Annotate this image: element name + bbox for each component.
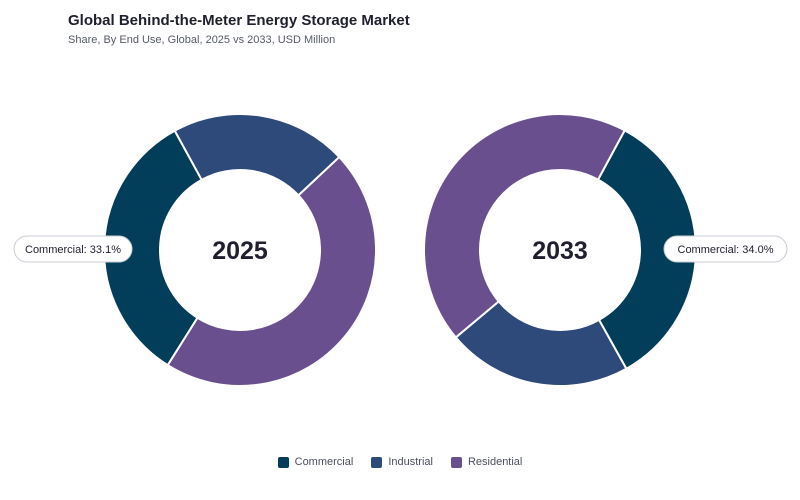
legend-item-industrial[interactable]: Industrial (371, 456, 433, 468)
legend-swatch-residential (450, 456, 462, 468)
slice-residential[interactable] (423, 113, 627, 339)
legend-item-commercial[interactable]: Commercial (277, 456, 354, 468)
legend-item-residential[interactable]: Residential (450, 456, 523, 468)
chart-title: Global Behind-the-Meter Energy Storage M… (68, 12, 410, 29)
callout-label: Commercial: 33.1% (25, 244, 121, 256)
legend-swatch-commercial (277, 456, 289, 468)
legend: Commercial Industrial Residential (0, 456, 800, 468)
legend-swatch-industrial (371, 456, 383, 468)
center-year-label: 2025 (212, 237, 268, 265)
slice-commercial[interactable] (103, 129, 203, 367)
slice-residential[interactable] (166, 155, 377, 387)
chart-subtitle: Share, By End Use, Global, 2025 vs 2033,… (68, 34, 336, 46)
legend-label: Industrial (388, 456, 433, 468)
legend-label: Commercial (294, 456, 354, 468)
callout-box (13, 235, 133, 263)
slice-commercial[interactable] (596, 129, 697, 371)
center-year-label: 2033 (532, 237, 588, 265)
callout-box (663, 235, 788, 263)
callout-label: Commercial: 34.0% (678, 244, 774, 256)
donut-chart-2025: 2025 Commercial: 33.1% (13, 113, 377, 387)
legend-label: Residential (467, 456, 523, 468)
slice-industrial[interactable] (454, 300, 628, 387)
donut-chart-2033: 2033 Commercial: 34.0% (423, 113, 788, 387)
